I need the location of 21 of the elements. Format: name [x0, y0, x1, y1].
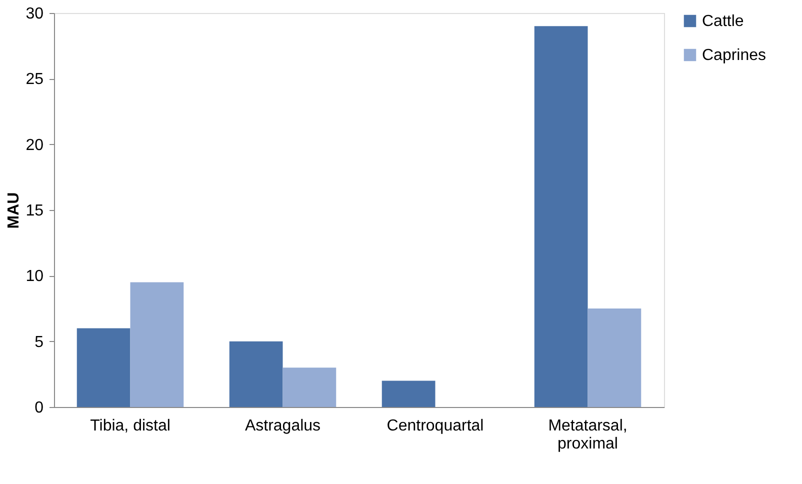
bar — [130, 282, 184, 407]
x-tick-label: Centroquartal — [386, 418, 484, 434]
legend-label: Cattle — [702, 13, 744, 30]
y-tick-label: 5 — [34, 334, 44, 351]
bar — [229, 341, 283, 407]
bar — [588, 308, 642, 407]
y-tick-label: 30 — [26, 6, 44, 22]
bar — [282, 368, 336, 407]
y-tick-label: 0 — [34, 400, 44, 416]
bar — [382, 380, 436, 407]
y-tick-label: 20 — [26, 136, 44, 154]
x-tick-label: Tibia, distal — [90, 418, 170, 434]
x-tick-label: Astragalus — [244, 418, 321, 434]
legend-label: Caprines — [702, 47, 766, 64]
bar — [534, 26, 588, 407]
y-axis-title: MAU — [6, 192, 23, 229]
bar — [76, 328, 130, 407]
y-tick-label: 25 — [26, 71, 44, 88]
y-tick-label: 15 — [26, 202, 44, 220]
y-tick-label: 10 — [26, 268, 44, 286]
x-tick-label: Metatarsal, proximal — [548, 418, 628, 452]
